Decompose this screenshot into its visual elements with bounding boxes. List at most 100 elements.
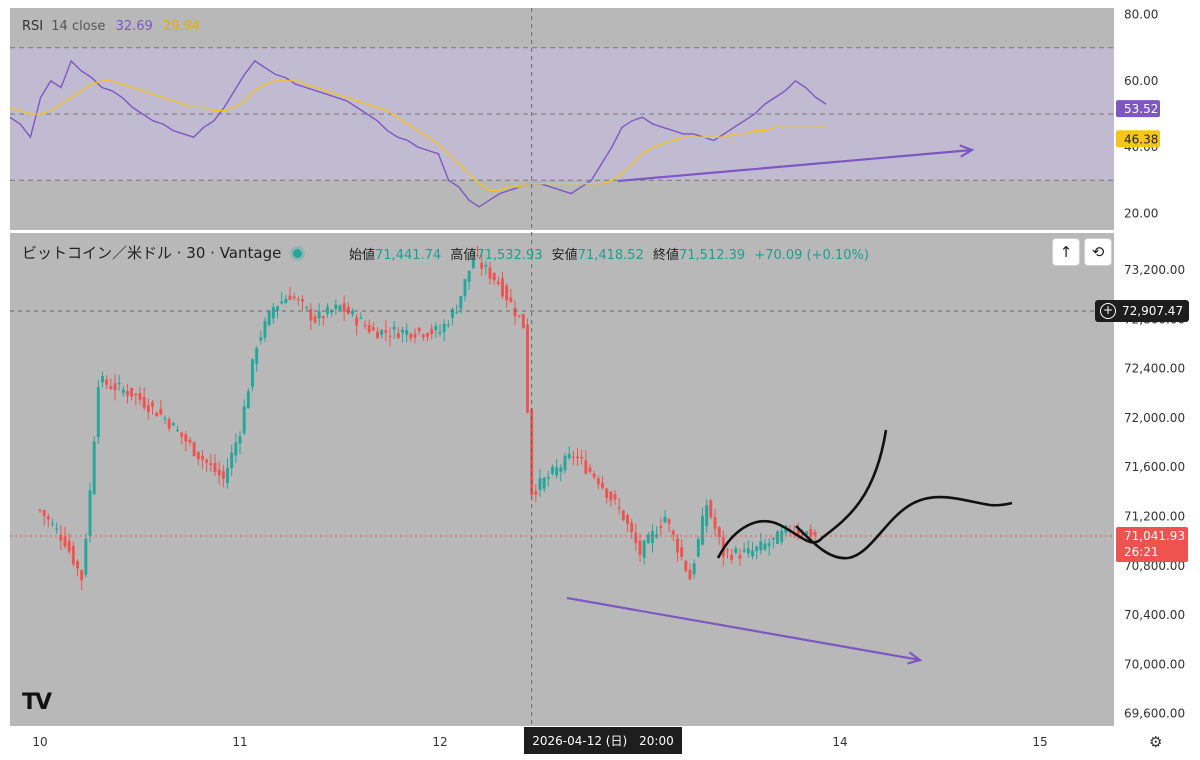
- candle-body: [763, 543, 767, 550]
- candle-body: [76, 561, 79, 569]
- close-label: 終値: [652, 248, 679, 263]
- symbol-legend[interactable]: ビットコイン／米ドル · 30 · Vantage: [22, 242, 310, 263]
- candle-body: [530, 408, 534, 496]
- candle-body: [221, 471, 225, 479]
- candle-body: [713, 517, 717, 529]
- candle-body: [380, 329, 384, 336]
- candle-body: [463, 279, 467, 297]
- arrow-up-button[interactable]: ↑: [1052, 238, 1080, 266]
- crosshair-time-badge: 2026-04-12 (日) 20:00: [524, 727, 682, 754]
- arrow-up-icon: ↑: [1059, 243, 1073, 261]
- candle-body: [405, 330, 409, 335]
- candle-body: [371, 327, 375, 331]
- candle-body: [617, 507, 621, 509]
- candle-body: [96, 387, 100, 438]
- candle-body: [584, 460, 588, 474]
- candle-body: [809, 528, 813, 538]
- candle-body: [209, 463, 213, 465]
- candle-body: [626, 515, 629, 524]
- candle-body: [513, 308, 517, 317]
- candle-body: [213, 463, 217, 472]
- candle-body: [684, 560, 688, 571]
- candle-body: [621, 510, 625, 520]
- candle-body: [276, 306, 279, 312]
- fullscreen-button[interactable]: ⟲: [1084, 238, 1112, 266]
- candle-body: [159, 408, 163, 415]
- candle-body: [288, 295, 292, 300]
- time-tick-label: 14: [832, 735, 847, 749]
- candle-body: [171, 423, 175, 426]
- candle-body: [576, 456, 579, 459]
- rsi-layer: [9, 47, 1114, 208]
- candle-body: [771, 537, 775, 540]
- gear-icon[interactable]: ⚙: [1149, 733, 1163, 751]
- candle-body: [717, 527, 721, 538]
- candle-body: [355, 317, 359, 326]
- candle-body: [180, 432, 184, 437]
- candle-body: [88, 490, 92, 536]
- candle-body: [201, 455, 204, 460]
- candle-body: [430, 328, 434, 335]
- candle-body: [163, 417, 167, 419]
- low-value: 71,418.52: [577, 248, 644, 263]
- price-tick-label: 70,000.00: [1124, 657, 1185, 671]
- price-layer: [38, 245, 817, 590]
- candle-body: [567, 454, 571, 459]
- candle-body: [334, 304, 338, 309]
- candle-body: [451, 309, 454, 318]
- candle-body: [255, 348, 259, 365]
- candle-body: [555, 467, 559, 476]
- last-price-badge: [1116, 526, 1188, 562]
- plus-icon[interactable]: +: [1100, 303, 1116, 319]
- candle-body: [592, 473, 596, 478]
- candle-body: [117, 382, 121, 384]
- candle-body: [446, 324, 450, 326]
- candle-body: [580, 456, 584, 459]
- candle-body: [284, 299, 288, 304]
- candle-body: [121, 389, 125, 393]
- candle-body: [438, 332, 442, 334]
- candle-body: [142, 396, 146, 408]
- candle-body: [296, 298, 300, 300]
- candle-body: [692, 563, 696, 575]
- candle-body: [776, 531, 779, 544]
- rsi-legend[interactable]: RSI 14 close 32.69 29.94: [22, 19, 200, 34]
- candle-body: [492, 272, 496, 281]
- candle-body: [42, 510, 46, 517]
- candle-body: [605, 488, 609, 498]
- candle-body: [630, 522, 634, 533]
- candle-body: [63, 536, 67, 547]
- crosshair-price-badge[interactable]: + 72,907.47: [1095, 300, 1189, 322]
- candle-body: [188, 439, 192, 443]
- candle-body: [226, 467, 229, 484]
- candle-body: [326, 306, 329, 315]
- projection-curve-range: [795, 495, 1013, 560]
- candle-body: [234, 442, 238, 456]
- candle-body: [392, 326, 396, 330]
- candle-body: [751, 550, 754, 557]
- rsi-ma-line: [9, 80, 826, 191]
- candle-body: [601, 482, 604, 488]
- high-value: 71,532.93: [476, 248, 543, 263]
- projection-curve-up: [716, 429, 888, 559]
- countdown-text: 26:21: [1124, 545, 1159, 559]
- time-tick-label: 12: [432, 735, 447, 749]
- candle-body: [401, 329, 404, 333]
- candle-body: [267, 310, 271, 325]
- candle-body: [138, 393, 142, 400]
- candle-body: [71, 546, 75, 565]
- candle-body: [501, 278, 504, 297]
- candle-body: [238, 436, 242, 444]
- main-panel-background: [10, 233, 1114, 726]
- candle-body: [280, 301, 284, 304]
- rsi-value-badge-text: 53.52: [1124, 102, 1158, 116]
- candle-body: [134, 393, 138, 396]
- fullscreen-icon: ⟲: [1091, 243, 1105, 261]
- candle-body: [67, 540, 71, 552]
- open-value: 71,441.74: [375, 248, 442, 263]
- tradingview-logo[interactable]: TV: [22, 690, 52, 715]
- price-tick-label: 71,600.00: [1124, 460, 1185, 474]
- ohlc-legend: 始値71,441.74 高値71,532.93 安値71,418.52 終値71…: [349, 244, 869, 263]
